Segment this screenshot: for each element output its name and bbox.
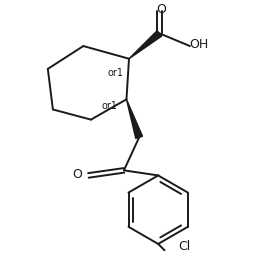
Text: OH: OH [189, 38, 208, 51]
Text: or1: or1 [102, 101, 118, 111]
Polygon shape [126, 99, 142, 139]
Text: or1: or1 [107, 68, 123, 78]
Text: Cl: Cl [179, 240, 191, 253]
Text: O: O [72, 168, 82, 181]
Polygon shape [129, 31, 162, 59]
Text: O: O [156, 3, 166, 16]
